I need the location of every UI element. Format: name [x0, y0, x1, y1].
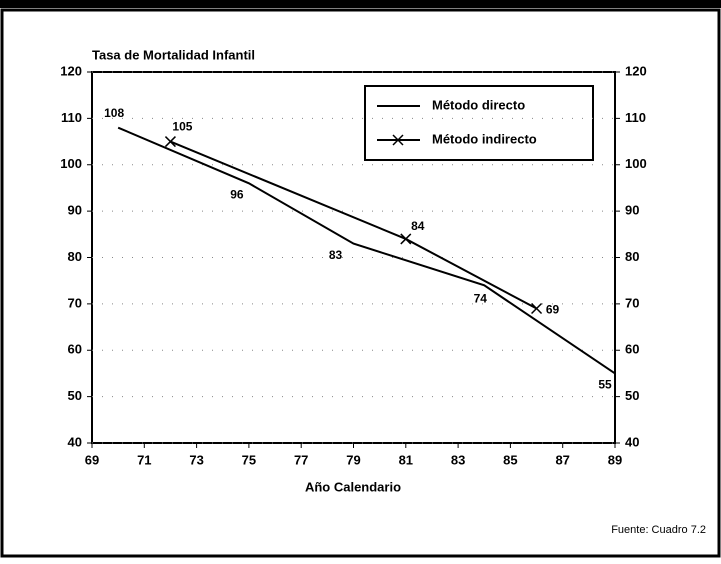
y-tick-label: 40 [68, 434, 82, 449]
x-axis-label: Año Calendario [305, 479, 401, 494]
source: Fuente: Cuadro 7.2 [611, 524, 706, 536]
y2-tick-label: 120 [625, 63, 647, 78]
x-tick-label: 87 [555, 452, 569, 467]
y-tick-label: 70 [68, 295, 82, 310]
y-tick-label: 50 [68, 388, 82, 403]
x-tick-label: 73 [189, 452, 203, 467]
y-tick-label: 80 [68, 249, 82, 264]
y2-tick-label: 90 [625, 203, 639, 218]
data-label: 69 [546, 303, 560, 317]
legend-label: Método directo [432, 97, 525, 112]
top-bar [0, 0, 721, 8]
marker [531, 302, 543, 315]
y-tick-label: 60 [68, 342, 82, 357]
x-tick-label: 69 [85, 452, 99, 467]
y-tick-label: 100 [60, 156, 82, 171]
marker [400, 233, 412, 245]
axis-title: Tasa de Mortalidad Infantil [92, 47, 255, 62]
series-line [117, 126, 616, 375]
marker [392, 134, 404, 146]
x-tick-label: 79 [346, 452, 360, 467]
y2-tick-label: 40 [625, 434, 639, 449]
data-label: 96 [230, 187, 244, 201]
y-tick-label: 110 [61, 110, 82, 125]
data-label: 105 [172, 120, 192, 134]
y2-tick-label: 80 [625, 249, 639, 264]
marker [164, 136, 176, 148]
y-tick-label: 120 [60, 63, 82, 78]
x-tick-label: 81 [399, 452, 413, 467]
data-label: 74 [474, 291, 488, 305]
y2-tick-label: 70 [625, 295, 639, 310]
frame [0, 8, 721, 558]
y-tick-label: 90 [68, 203, 82, 218]
y2-tick-label: 110 [625, 110, 646, 125]
y2-tick-label: 60 [625, 342, 639, 357]
x-tick-label: 89 [608, 452, 622, 467]
x-tick-label: 77 [294, 452, 308, 467]
legend-label: Método indirecto [432, 131, 537, 146]
x-tick-label: 85 [503, 452, 517, 467]
y2-tick-label: 100 [625, 156, 647, 171]
x-tick-label: 83 [451, 452, 465, 467]
x-tick-label: 75 [242, 452, 256, 467]
data-label: 108 [104, 106, 124, 120]
data-label: 55 [598, 378, 612, 392]
x-tick-label: 71 [137, 452, 151, 467]
data-label: 83 [329, 248, 343, 262]
y2-tick-label: 50 [625, 388, 639, 403]
data-label: 84 [411, 219, 425, 233]
legend-box [364, 85, 594, 161]
